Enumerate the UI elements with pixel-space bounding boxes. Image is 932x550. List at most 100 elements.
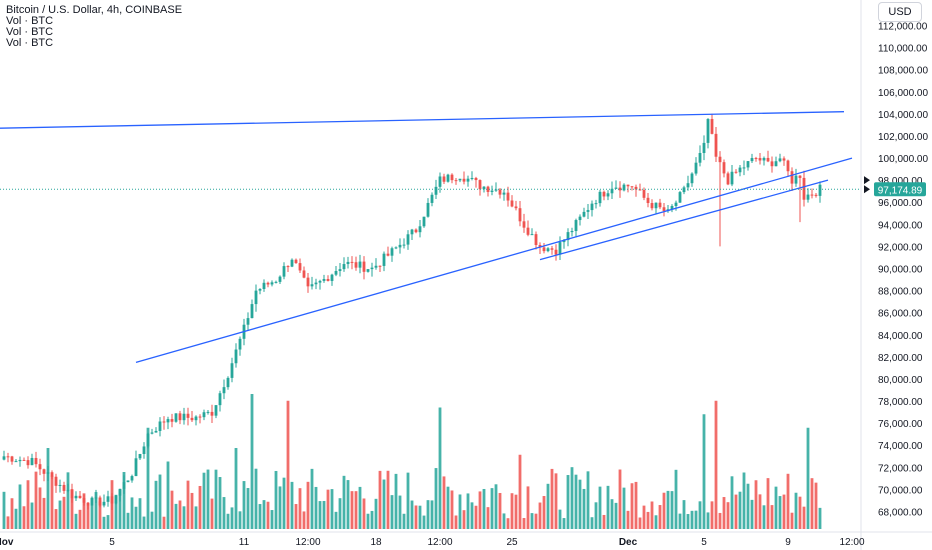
volume-bar [134, 506, 138, 529]
candle-body [810, 194, 814, 196]
volume-bar [262, 500, 266, 529]
volume-bar [318, 501, 322, 529]
candle-body [370, 267, 374, 270]
candle-body [226, 377, 230, 388]
candle-body [630, 186, 634, 188]
volume-bar [42, 497, 46, 529]
volume-bar [682, 500, 686, 529]
volume-bar [718, 512, 722, 529]
candle-body [694, 162, 698, 174]
volume-bar [566, 475, 570, 529]
candle-body [506, 192, 510, 201]
candle-body [518, 208, 522, 222]
volume-indicator-label[interactable]: Vol · BTC [6, 15, 54, 27]
candle-body [742, 167, 746, 169]
volume-bar [338, 498, 342, 529]
volume-bar [782, 494, 786, 529]
volume-bar [66, 472, 70, 529]
candle-body [458, 178, 462, 181]
candle-body [442, 176, 446, 182]
candle-body [82, 498, 86, 503]
price-axis-tick-label: 72,000.00 [878, 463, 923, 474]
candle-body [582, 211, 586, 217]
candle-body [338, 269, 342, 272]
candle-body [190, 417, 194, 421]
volume-bar [530, 513, 534, 529]
volume-bar [446, 486, 450, 529]
volume-bar [86, 505, 90, 529]
candle-body [174, 413, 178, 422]
trendline-support-short[interactable] [539, 179, 829, 261]
candle-body [490, 190, 494, 192]
candle-body [170, 419, 174, 422]
candle-body [778, 158, 782, 162]
candle-body [294, 259, 298, 264]
volume-bar [642, 505, 646, 529]
candle-body [614, 187, 618, 189]
volume-bar [70, 489, 74, 529]
time-axis-tick-label: 11 [239, 537, 250, 548]
symbol-title[interactable]: Bitcoin / U.S. Dollar, 4h, COINBASE [6, 4, 183, 16]
candle-body [326, 279, 330, 281]
candle-body [78, 495, 82, 499]
volume-bar [226, 513, 230, 529]
candle-body [658, 202, 662, 208]
time-axis-tick-label: 25 [506, 537, 518, 548]
volume-bar [810, 478, 814, 529]
volume-bar [18, 484, 22, 529]
candle-body [466, 178, 470, 182]
currency-button[interactable]: USD [878, 2, 922, 22]
candle-body [258, 288, 262, 291]
price-axis-tick-label: 100,000.00 [878, 154, 928, 165]
volume-bar [178, 500, 182, 529]
volume-bar [82, 493, 86, 529]
volume-bar [578, 479, 582, 529]
volume-bar [62, 496, 66, 529]
candle-body [42, 469, 46, 474]
volume-bar [154, 480, 158, 529]
volume-bar [730, 476, 734, 529]
volume-bar [526, 486, 530, 529]
volume-bar [518, 454, 522, 529]
candle-body [126, 480, 130, 483]
volume-bar [346, 480, 350, 529]
volume-bar [190, 492, 194, 529]
volume-bar [50, 475, 54, 529]
volume-bar [770, 505, 774, 529]
trendline-resistance[interactable] [0, 111, 845, 129]
volume-bar [694, 510, 698, 529]
price-alert-marker-icon [864, 176, 870, 185]
candle-body [714, 133, 718, 157]
candle-body [274, 281, 278, 283]
trendline-support-long[interactable] [135, 157, 853, 363]
candle-body [758, 158, 762, 161]
candle-body [254, 290, 258, 305]
volume-bar [106, 515, 110, 529]
volume-bar [514, 494, 518, 529]
candle-body [158, 421, 162, 431]
volume-indicator-label[interactable]: Vol · BTC [6, 37, 54, 49]
volume-bar [666, 490, 670, 529]
volume-bar [174, 503, 178, 529]
volume-bar [410, 500, 414, 529]
candle-body [318, 280, 322, 283]
volume-bar [674, 469, 678, 529]
candle-body [278, 276, 282, 282]
candle-body [310, 284, 314, 287]
candle-body [6, 456, 10, 458]
candle-body [502, 192, 506, 195]
candle-body [430, 194, 434, 203]
candle-body [786, 160, 790, 172]
candle-body [454, 180, 458, 182]
candle-body [586, 210, 590, 212]
volume-bar [562, 518, 566, 529]
volume-bar [550, 468, 554, 529]
volume-bar [414, 505, 418, 529]
volume-bar [38, 487, 42, 529]
candle-body [646, 197, 650, 204]
candle-body [302, 270, 306, 278]
price-axis-tick-label: 90,000.00 [878, 265, 923, 276]
volume-indicator-label[interactable]: Vol · BTC [6, 26, 54, 38]
candle-body [198, 416, 202, 418]
